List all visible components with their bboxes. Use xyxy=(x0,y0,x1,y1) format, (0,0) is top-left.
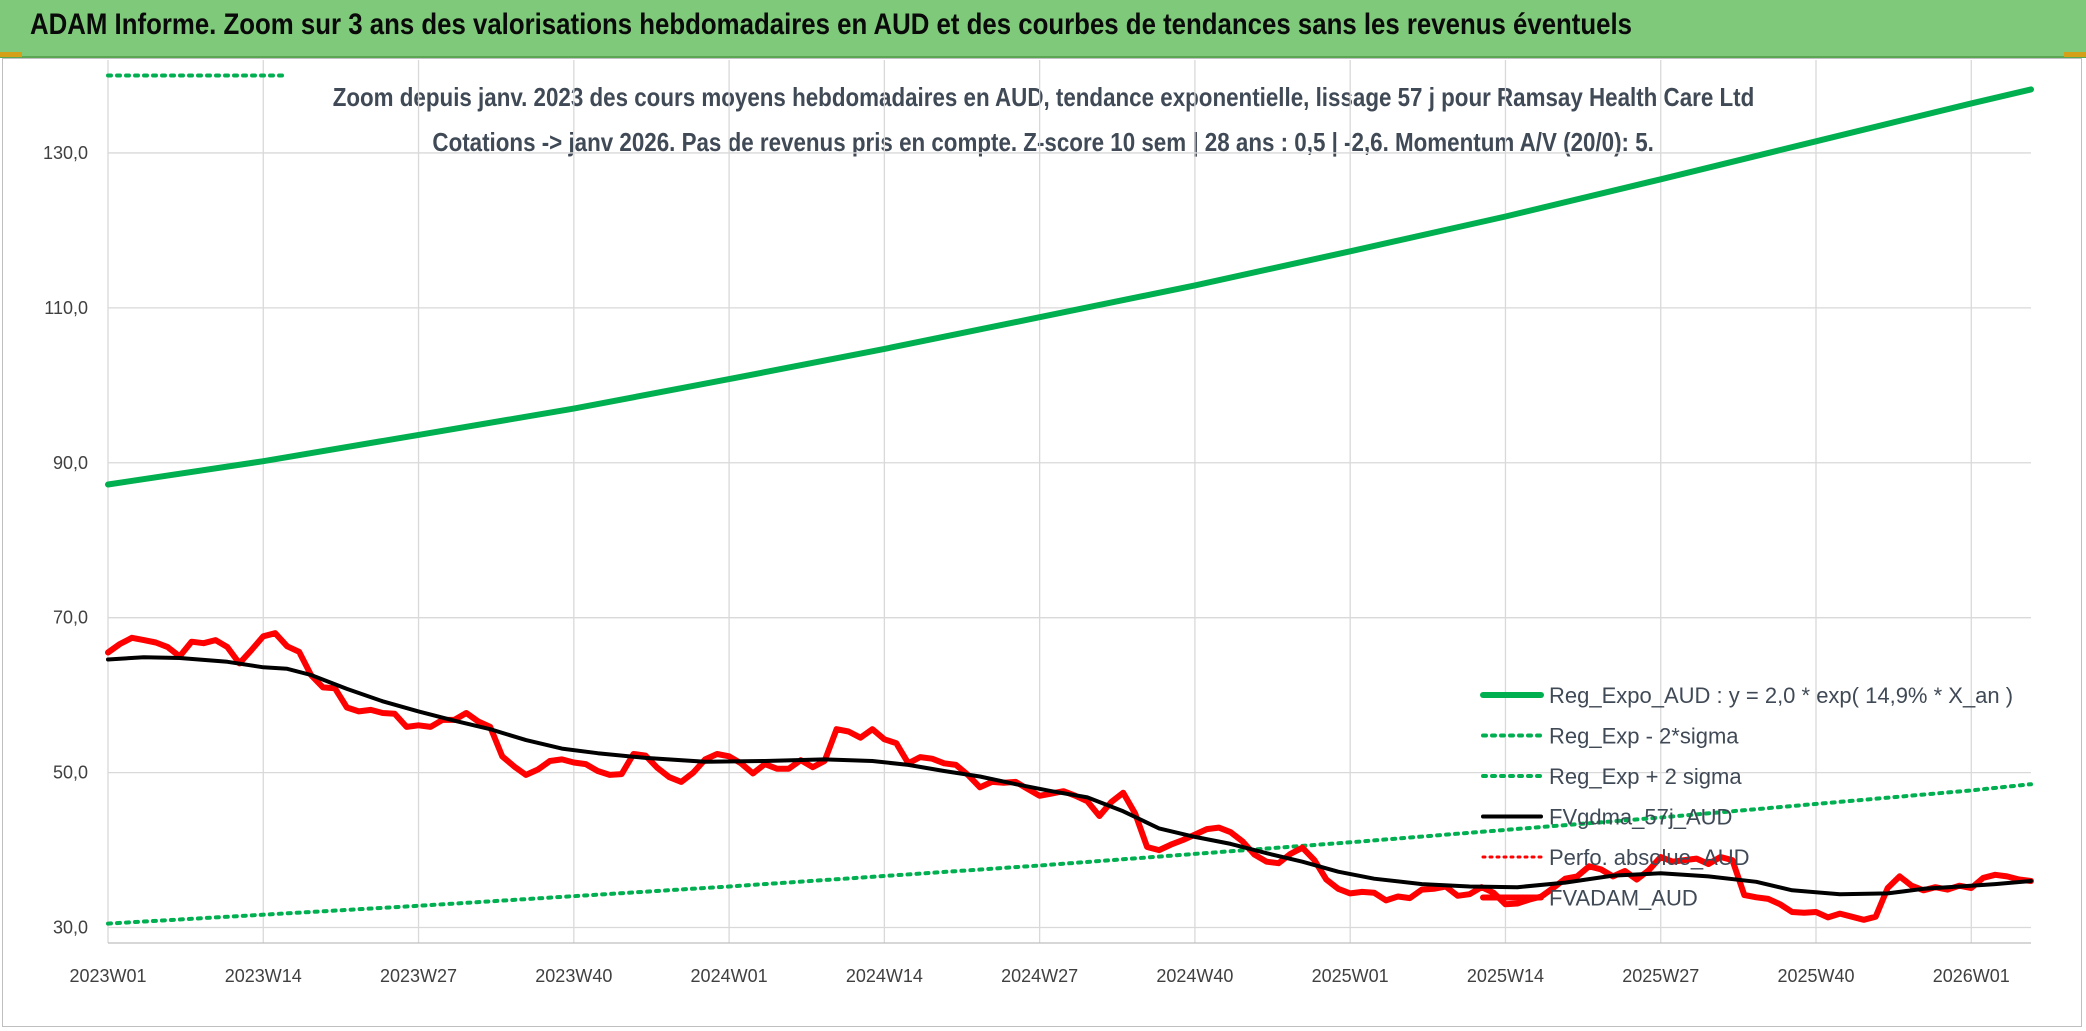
report-title: ADAM Informe. Zoom sur 3 ans des valoris… xyxy=(30,8,1633,41)
y-tick-label: 70,0 xyxy=(53,608,88,628)
x-tick-label: 2025W01 xyxy=(1312,966,1389,986)
y-tick-label: 50,0 xyxy=(53,763,88,783)
x-tick-label: 2025W40 xyxy=(1777,966,1854,986)
title-bar: ADAM Informe. Zoom sur 3 ans des valoris… xyxy=(0,0,2086,58)
x-tick-label: 2025W27 xyxy=(1622,966,1699,986)
chart-title: Zoom depuis janv. 2023 des cours moyens … xyxy=(0,82,2086,113)
reg-expo-line xyxy=(105,86,2034,488)
x-tick-label: 2023W01 xyxy=(69,966,146,986)
x-tick-label: 2024W01 xyxy=(691,966,768,986)
x-tick-label: 2026W01 xyxy=(1933,966,2010,986)
x-tick-label: 2024W40 xyxy=(1156,966,1233,986)
reg-exp-minus-2sigma-line xyxy=(106,782,2033,926)
chart-subtitle: Cotations -> janv 2026. Pas de revenus p… xyxy=(0,127,2086,158)
legend-reg-exp-minus-label: Reg_Exp - 2*sigma xyxy=(1549,724,1739,749)
x-tick-label: 2024W27 xyxy=(1001,966,1078,986)
x-tick-label: 2025W14 xyxy=(1467,966,1544,986)
y-tick-label: 110,0 xyxy=(44,298,88,318)
fvgdma-57j-line xyxy=(106,655,2033,897)
chart-subtitle-text: Cotations -> janv 2026. Pas de revenus p… xyxy=(432,127,1654,157)
x-tick-label: 2024W14 xyxy=(846,966,923,986)
fvadam-line xyxy=(105,630,2034,923)
chart-frame xyxy=(2,58,2082,1027)
y-tick-label: 90,0 xyxy=(53,453,88,473)
legend-reg-exp-plus-label: Reg_Exp + 2 sigma xyxy=(1549,764,1742,789)
x-tick-label: 2023W14 xyxy=(225,966,302,986)
x-tick-label: 2023W40 xyxy=(535,966,612,986)
legend-perfo-label: Perfo. absolue_AUD xyxy=(1549,845,1750,870)
legend-fvgdma-label: FVgdma_57j_AUD xyxy=(1549,805,1732,830)
y-tick-label: 30,0 xyxy=(53,918,88,938)
chart-title-text: Zoom depuis janv. 2023 des cours moyens … xyxy=(332,82,1754,112)
x-tick-label: 2023W27 xyxy=(380,966,457,986)
corner-accent-right xyxy=(2064,52,2086,57)
legend-reg-expo-label: Reg_Expo_AUD : y = 2,0 * exp( 14,9% * X_… xyxy=(1549,683,2013,708)
legend-fvadam-label: FVADAM_AUD xyxy=(1549,886,1698,911)
y-tick-label: 130,0 xyxy=(43,143,88,163)
corner-accent-left xyxy=(0,52,22,57)
